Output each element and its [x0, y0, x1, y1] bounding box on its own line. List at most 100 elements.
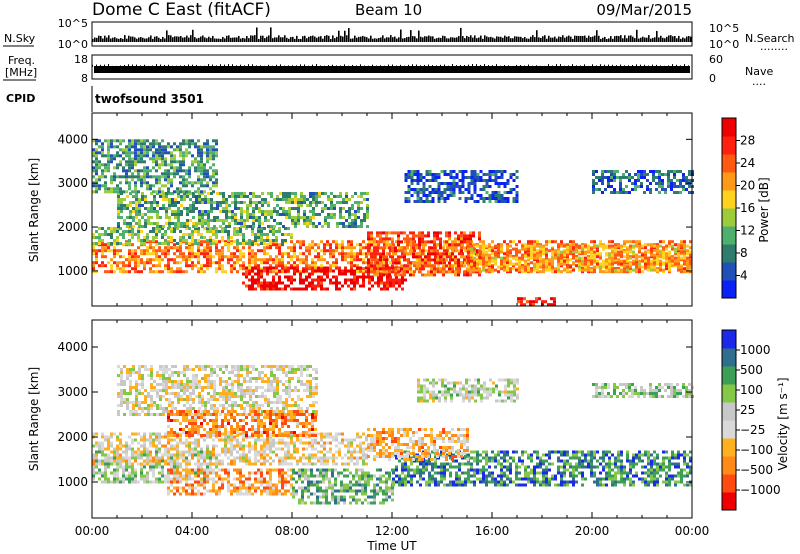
heatmap-cell — [279, 198, 282, 201]
heatmap-cell — [195, 225, 198, 228]
heatmap-cell — [305, 264, 308, 268]
heatmap-cell — [664, 173, 667, 176]
heatmap-cell — [170, 151, 173, 155]
heatmap-cell — [625, 185, 628, 188]
heatmap-cell — [478, 273, 481, 277]
heatmap-cell — [342, 222, 345, 225]
heatmap-cell — [167, 492, 170, 496]
heatmap-cell — [302, 261, 305, 265]
heatmap-cell — [491, 246, 494, 250]
heatmap-cell — [632, 246, 635, 250]
nsky-bar — [496, 36, 498, 42]
heatmap-cell — [379, 255, 382, 259]
heatmap-cell — [92, 249, 95, 253]
heatmap-cell — [475, 270, 478, 274]
heatmap-cell — [107, 160, 110, 164]
heatmap-cell — [683, 240, 686, 244]
heatmap-cell — [131, 243, 134, 247]
heatmap-cell — [185, 489, 188, 493]
heatmap-cell — [101, 249, 104, 253]
heatmap-cell — [376, 249, 379, 253]
heatmap-cell — [365, 255, 368, 259]
heatmap-cell — [596, 255, 599, 259]
heatmap-cell — [395, 281, 398, 285]
heatmap-cell — [162, 198, 165, 201]
heatmap-cell — [281, 266, 284, 270]
heatmap-cell — [665, 247, 668, 251]
heatmap-cell — [679, 182, 682, 185]
heatmap-cell — [210, 201, 213, 204]
heatmap-cell — [152, 236, 155, 239]
heatmap-cell — [427, 264, 430, 268]
heatmap-cell — [215, 178, 218, 182]
nsky-bar — [512, 38, 514, 42]
heatmap-cell — [347, 261, 350, 265]
heatmap-cell — [194, 190, 197, 194]
heatmap-cell — [248, 287, 251, 291]
heatmap-cell — [422, 182, 426, 185]
heatmap-cell — [278, 230, 281, 233]
heatmap-cell — [488, 262, 491, 266]
heatmap-cell — [134, 480, 137, 484]
heatmap-cell — [131, 139, 134, 143]
heatmap-cell — [264, 213, 267, 216]
nsky-bar — [624, 35, 626, 42]
heatmap-cell — [233, 264, 236, 268]
heatmap-cell — [397, 270, 400, 274]
heatmap-cell — [269, 287, 272, 291]
heatmap-cell — [101, 243, 104, 247]
heatmap-cell — [233, 267, 236, 271]
heatmap-cell — [203, 249, 206, 253]
heatmap-cell — [254, 242, 257, 245]
heatmap-cell — [161, 474, 164, 478]
heatmap-cell — [351, 195, 354, 198]
heatmap-cell — [107, 227, 110, 230]
heatmap-cell — [416, 176, 420, 179]
heatmap-cell — [204, 222, 207, 225]
heatmap-cell — [518, 256, 521, 260]
heatmap-cell — [167, 190, 170, 194]
heatmap-cell — [101, 471, 104, 475]
heatmap-cell — [377, 243, 380, 247]
heatmap-cell — [581, 270, 584, 274]
nsky-bar — [628, 35, 630, 42]
heatmap-cell — [656, 256, 659, 260]
heatmap-cell — [503, 191, 507, 194]
heatmap-cell — [524, 244, 527, 248]
heatmap-cell — [266, 239, 269, 242]
heatmap-cell — [463, 231, 466, 235]
freq-tick-mark — [100, 64, 101, 67]
heatmap-cell — [407, 188, 411, 191]
heatmap-cell — [348, 216, 351, 219]
heatmap-cell — [482, 185, 486, 188]
freq-tick-mark — [612, 64, 613, 67]
heatmap-cell — [159, 225, 162, 228]
heatmap-cell — [344, 272, 347, 276]
nsky-bar — [640, 37, 642, 42]
heatmap-cell — [326, 249, 329, 253]
nsky-bar — [304, 35, 306, 42]
nsky-bar — [402, 38, 404, 42]
heatmap-cell — [427, 252, 430, 256]
heatmap-cell — [110, 480, 113, 484]
heatmap-cell — [656, 244, 659, 248]
heatmap-cell — [95, 172, 98, 176]
heatmap-cell — [128, 154, 131, 158]
heatmap-cell — [123, 204, 126, 207]
heatmap-cell — [427, 258, 430, 262]
heatmap-cell — [545, 262, 548, 266]
heatmap-cell — [457, 264, 460, 268]
heatmap-cell — [297, 213, 300, 216]
heatmap-cell — [95, 148, 98, 152]
heatmap-cell — [141, 198, 144, 201]
heatmap-cell — [264, 219, 267, 222]
heatmap-cell — [488, 256, 491, 260]
heatmap-cell — [122, 255, 125, 259]
heatmap-cell — [479, 194, 483, 197]
heatmap-cell — [590, 256, 593, 260]
heatmap-cell — [377, 284, 380, 288]
heatmap-cell — [266, 246, 269, 250]
heatmap-cell — [463, 273, 466, 277]
heatmap-cell — [424, 258, 427, 262]
